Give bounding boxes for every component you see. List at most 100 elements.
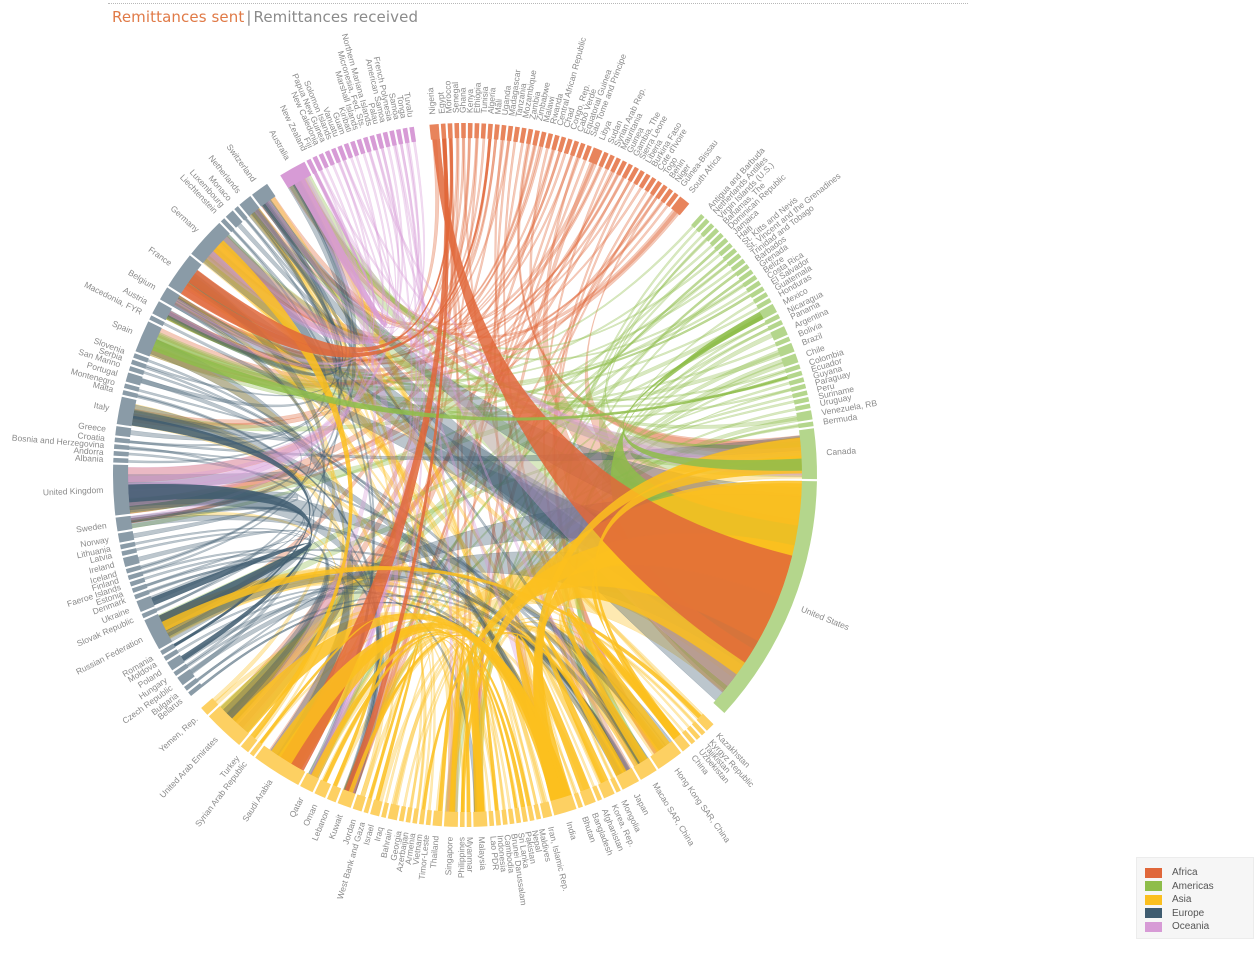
legend-item-europe[interactable]: Europe: [1145, 907, 1253, 921]
arc-northern-mariana-islands[interactable]: [369, 134, 378, 151]
ribbon-india-to-united-arab-emirates-281[interactable]: [232, 613, 571, 801]
arc-togo[interactable]: [649, 180, 662, 196]
arc-marshall-islands[interactable]: [356, 138, 366, 155]
arc-poland[interactable]: [167, 654, 185, 671]
arc-armenia[interactable]: [412, 808, 419, 824]
arc-jordan[interactable]: [352, 794, 366, 812]
arc-macedonia-fyr[interactable]: [149, 315, 165, 327]
arc-lithuania[interactable]: [119, 541, 136, 550]
arc-iceland[interactable]: [125, 565, 142, 574]
arc-west-bank-and-gaza[interactable]: [363, 797, 373, 814]
arc-mauritania[interactable]: [610, 157, 621, 173]
arc-faeroe-islands[interactable]: [129, 577, 146, 587]
arc-united-states[interactable]: [713, 480, 817, 713]
arc-lebanon[interactable]: [327, 785, 342, 803]
arc-georgia[interactable]: [398, 806, 407, 822]
arc-haiti[interactable]: [718, 242, 733, 257]
arc-cabo-verde[interactable]: [570, 140, 580, 157]
arc-american-samoa[interactable]: [382, 131, 391, 148]
arc-bhutan[interactable]: [573, 792, 583, 809]
arc-antigua-and-barbuda[interactable]: [691, 213, 705, 229]
arc-denmark[interactable]: [134, 589, 150, 600]
arc-luxembourg[interactable]: [225, 210, 243, 228]
arc-norway[interactable]: [117, 531, 135, 543]
arc-cambodia[interactable]: [501, 809, 508, 825]
arc-vanuatu[interactable]: [337, 145, 347, 161]
arc-thailand[interactable]: [432, 810, 443, 827]
arc-oman[interactable]: [314, 779, 331, 798]
arc-egypt[interactable]: [440, 123, 447, 139]
arc-ghana[interactable]: [461, 123, 466, 139]
arc-brunei-darussalam[interactable]: [507, 808, 515, 825]
arc-andorra[interactable]: [113, 451, 129, 457]
legend-item-asia[interactable]: Asia: [1145, 893, 1253, 907]
arc-sweden[interactable]: [115, 515, 133, 532]
legend-item-americas[interactable]: Americas: [1145, 880, 1253, 894]
arc-tuvalu[interactable]: [409, 126, 417, 143]
arc-saudi-arabia[interactable]: [255, 745, 306, 785]
arc-mozambique[interactable]: [519, 127, 527, 144]
arc-zambia[interactable]: [525, 128, 534, 145]
arc-syrian-arab-republic[interactable]: [249, 741, 263, 757]
arc-malaysia[interactable]: [473, 811, 488, 827]
arc-israel[interactable]: [370, 799, 383, 817]
arc-burkina-faso[interactable]: [638, 173, 651, 189]
arc-guinea[interactable]: [616, 160, 627, 176]
arc-samoa[interactable]: [395, 128, 404, 145]
arc-kyrgyz-republic[interactable]: [691, 721, 706, 736]
arc-japan[interactable]: [615, 767, 640, 790]
ribbon-kazakhstan-to-germany-116[interactable]: [202, 253, 703, 718]
arc-czech-republic[interactable]: [177, 669, 195, 686]
arc-belarus[interactable]: [188, 683, 203, 697]
ribbon-india-to-saudi-arabia-284[interactable]: [271, 623, 572, 801]
arc-tonga[interactable]: [402, 127, 410, 144]
arc-libya[interactable]: [588, 147, 603, 165]
arc-australia[interactable]: [280, 161, 312, 189]
ribbon-nigeria-to-united-states-280[interactable]: [432, 138, 793, 663]
arc-barbados[interactable]: [734, 264, 750, 277]
arc-latvia[interactable]: [121, 548, 138, 556]
arc-portugal[interactable]: [125, 372, 143, 386]
arc-switzerland[interactable]: [252, 183, 276, 207]
arc-jamaica[interactable]: [714, 237, 729, 252]
arc-tanzania[interactable]: [513, 126, 520, 143]
arc-bahamas-the[interactable]: [705, 228, 720, 242]
arc-zimbabwe[interactable]: [532, 130, 540, 146]
arc-chad[interactable]: [557, 136, 567, 153]
arc-iraq[interactable]: [381, 802, 390, 818]
arc-yemen-rep[interactable]: [201, 698, 219, 715]
arc-brazil[interactable]: [777, 342, 795, 357]
arc-trinidad-and-tobago[interactable]: [730, 258, 746, 272]
arc-singapore[interactable]: [443, 811, 459, 827]
arc-italy[interactable]: [116, 396, 137, 427]
arc-austria[interactable]: [152, 301, 172, 321]
arc-senegal[interactable]: [454, 123, 460, 139]
arc-myanmar[interactable]: [466, 811, 472, 827]
arc-netherlands-antilles[interactable]: [695, 218, 710, 233]
arc-belgium[interactable]: [159, 287, 180, 307]
arc-mongolia[interactable]: [610, 777, 621, 793]
arc-syrian-arab-rep[interactable]: [604, 154, 615, 171]
arc-uganda[interactable]: [500, 124, 507, 141]
arc-malawi[interactable]: [538, 131, 547, 148]
arc-rwanda[interactable]: [545, 133, 554, 149]
arc-bahrain[interactable]: [387, 803, 400, 821]
arc-canada[interactable]: [799, 428, 817, 480]
arc-macao-sar-china[interactable]: [633, 757, 657, 780]
arc-mexico[interactable]: [759, 303, 778, 319]
arc-kiribati[interactable]: [350, 140, 360, 157]
arc-san-marino[interactable]: [128, 366, 145, 375]
arc-montenegro[interactable]: [123, 383, 140, 392]
arc-monaco[interactable]: [234, 206, 248, 221]
arc-benin[interactable]: [655, 184, 668, 200]
arc-guam[interactable]: [343, 142, 354, 159]
arc-bangladesh[interactable]: [579, 787, 596, 806]
arc-korea-rep[interactable]: [598, 780, 615, 799]
arc-qatar[interactable]: [300, 772, 320, 793]
arc-papua-new-guinea[interactable]: [324, 150, 335, 166]
arc-ethiopia[interactable]: [474, 123, 480, 139]
arc-bosnia-and-herzegovina[interactable]: [113, 444, 130, 451]
arc-lao-pdr[interactable]: [488, 810, 495, 827]
arc-indonesia[interactable]: [495, 810, 501, 826]
arc-kazakhstan[interactable]: [696, 713, 714, 731]
